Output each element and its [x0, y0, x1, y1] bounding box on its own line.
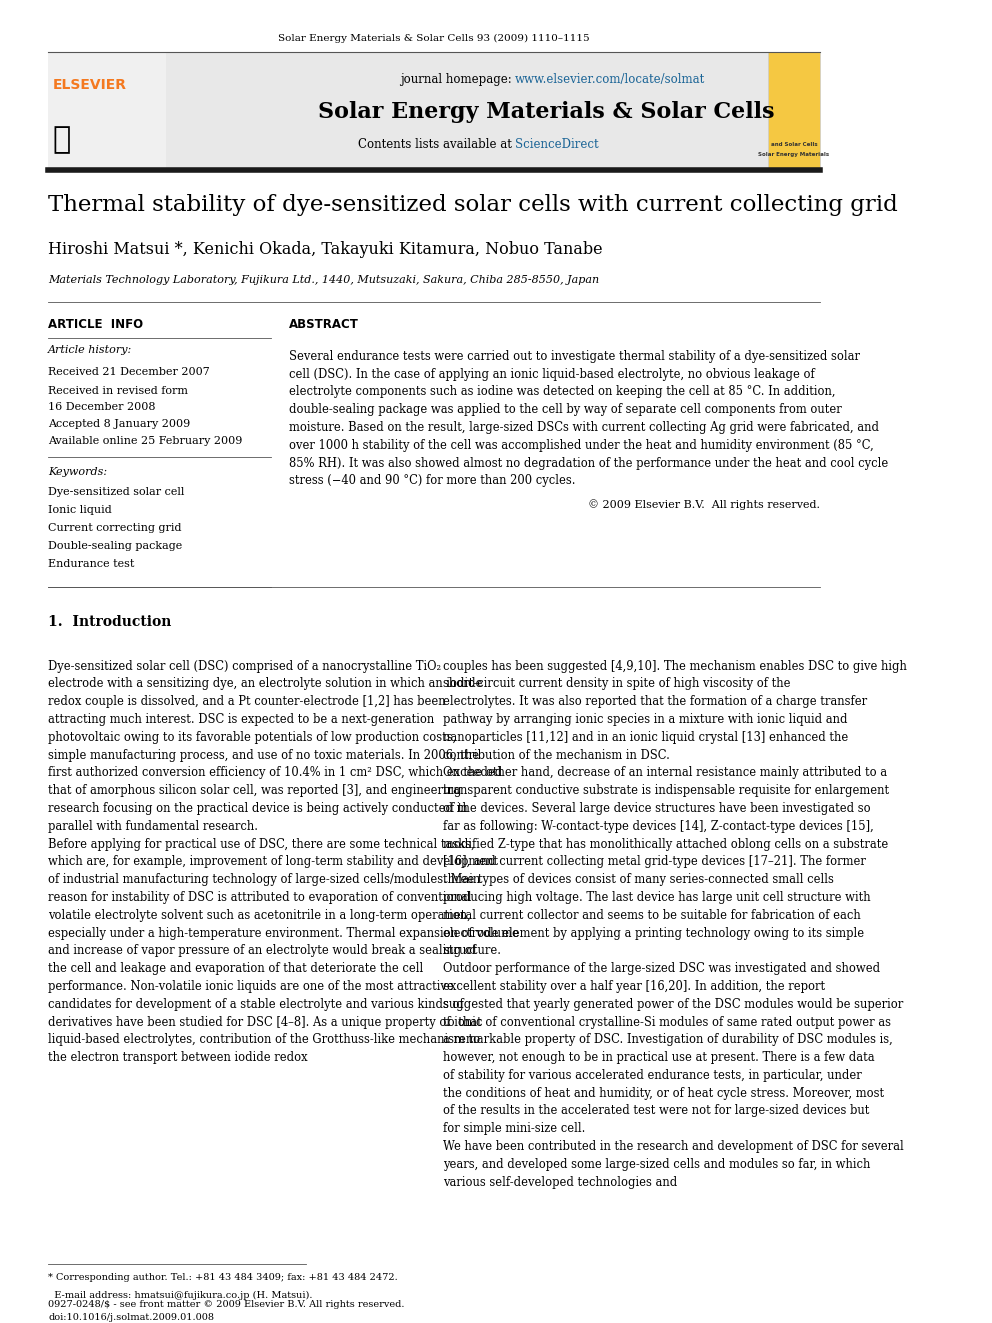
Text: electrolytes. It was also reported that the formation of a charge transfer: electrolytes. It was also reported that …	[443, 696, 867, 708]
Text: Dye-sensitized solar cell (DSC) comprised of a nanocrystalline TiO₂: Dye-sensitized solar cell (DSC) comprise…	[49, 660, 441, 672]
Text: photovoltaic owing to its favorable potentials of low production costs,: photovoltaic owing to its favorable pote…	[49, 730, 456, 744]
Text: derivatives have been studied for DSC [4–8]. As a unique property of ionic: derivatives have been studied for DSC [4…	[49, 1016, 482, 1028]
Text: Received in revised form: Received in revised form	[49, 386, 188, 396]
Text: Received 21 December 2007: Received 21 December 2007	[49, 366, 210, 377]
FancyBboxPatch shape	[768, 52, 820, 169]
Text: performance. Non-volatile ionic liquids are one of the most attractive: performance. Non-volatile ionic liquids …	[49, 980, 454, 994]
Text: double-sealing package was applied to the cell by way of separate cell component: double-sealing package was applied to th…	[289, 404, 841, 417]
Text: redox couple is dissolved, and a Pt counter-electrode [1,2] has been: redox couple is dissolved, and a Pt coun…	[49, 696, 445, 708]
Text: Current correcting grid: Current correcting grid	[49, 523, 182, 533]
Text: volatile electrolyte solvent such as acetonitrile in a long-term operation,: volatile electrolyte solvent such as ace…	[49, 909, 471, 922]
Text: especially under a high-temperature environment. Thermal expansion of volume: especially under a high-temperature envi…	[49, 926, 519, 939]
Text: Dye-sensitized solar cell: Dye-sensitized solar cell	[49, 487, 185, 496]
Text: pathway by arranging ionic species in a mixture with ionic liquid and: pathway by arranging ionic species in a …	[443, 713, 847, 726]
Text: nanoparticles [11,12] and in an ionic liquid crystal [13] enhanced the: nanoparticles [11,12] and in an ionic li…	[443, 730, 848, 744]
Text: to that of conventional crystalline-Si modules of same rated output power as: to that of conventional crystalline-Si m…	[443, 1016, 891, 1028]
Text: reason for instability of DSC is attributed to evaporation of conventional: reason for instability of DSC is attribu…	[49, 890, 471, 904]
Text: over 1000 h stability of the cell was accomplished under the heat and humidity e: over 1000 h stability of the cell was ac…	[289, 439, 874, 451]
Text: Thermal stability of dye-sensitized solar cells with current collecting grid: Thermal stability of dye-sensitized sola…	[49, 194, 898, 216]
Text: Solar Energy Materials & Solar Cells: Solar Energy Materials & Solar Cells	[317, 101, 774, 123]
Text: [16], and current collecting metal grid-type devices [17–21]. The former: [16], and current collecting metal grid-…	[443, 856, 866, 868]
Text: ABSTRACT: ABSTRACT	[289, 319, 359, 331]
Text: research focusing on the practical device is being actively conducted in: research focusing on the practical devic…	[49, 802, 468, 815]
Text: www.elsevier.com/locate/solmat: www.elsevier.com/locate/solmat	[515, 74, 705, 86]
Text: of industrial manufacturing technology of large-sized cells/modules. Main: of industrial manufacturing technology o…	[49, 873, 480, 886]
Text: Outdoor performance of the large-sized DSC was investigated and showed: Outdoor performance of the large-sized D…	[443, 962, 880, 975]
Text: doi:10.1016/j.solmat.2009.01.008: doi:10.1016/j.solmat.2009.01.008	[49, 1312, 214, 1322]
FancyBboxPatch shape	[49, 52, 167, 169]
Text: 1.  Introduction: 1. Introduction	[49, 615, 172, 628]
Text: parallel with fundamental research.: parallel with fundamental research.	[49, 820, 258, 832]
Text: On the other hand, decrease of an internal resistance mainly attributed to a: On the other hand, decrease of an intern…	[443, 766, 887, 779]
Text: of the results in the accelerated test were not for large-sized devices but: of the results in the accelerated test w…	[443, 1105, 869, 1118]
Text: the electron transport between iodide redox: the electron transport between iodide re…	[49, 1050, 308, 1064]
Text: 85% RH). It was also showed almost no degradation of the performance under the h: 85% RH). It was also showed almost no de…	[289, 456, 888, 470]
Text: ScienceDirect: ScienceDirect	[515, 139, 599, 151]
Text: far as following: W-contact-type devices [14], Z-contact-type devices [15],: far as following: W-contact-type devices…	[443, 820, 874, 832]
Text: structure.: structure.	[443, 945, 501, 958]
Text: Available online 25 February 2009: Available online 25 February 2009	[49, 435, 242, 446]
Text: simple manufacturing process, and use of no toxic materials. In 2006, the: simple manufacturing process, and use of…	[49, 749, 479, 762]
Text: liquid-based electrolytes, contribution of the Grotthuss-like mechanism to: liquid-based electrolytes, contribution …	[49, 1033, 480, 1046]
Text: producing high voltage. The last device has large unit cell structure with: producing high voltage. The last device …	[443, 890, 871, 904]
Text: Ionic liquid: Ionic liquid	[49, 505, 112, 515]
Text: excellent stability over a half year [16,20]. In addition, the report: excellent stability over a half year [16…	[443, 980, 825, 994]
Text: contribution of the mechanism in DSC.: contribution of the mechanism in DSC.	[443, 749, 670, 762]
Text: Solar Energy Materials: Solar Energy Materials	[759, 152, 829, 157]
Text: the cell and leakage and evaporation of that deteriorate the cell: the cell and leakage and evaporation of …	[49, 962, 424, 975]
Text: transparent conductive substrate is indispensable requisite for enlargement: transparent conductive substrate is indi…	[443, 785, 889, 798]
Text: 🌳: 🌳	[53, 124, 70, 153]
Text: We have been contributed in the research and development of DSC for several: We have been contributed in the research…	[443, 1140, 904, 1154]
Text: cell (DSC). In the case of applying an ionic liquid-based electrolyte, no obviou: cell (DSC). In the case of applying an i…	[289, 368, 814, 381]
Text: Double-sealing package: Double-sealing package	[49, 541, 183, 550]
Text: which are, for example, improvement of long-term stability and development: which are, for example, improvement of l…	[49, 856, 498, 868]
Text: that of amorphous silicon solar cell, was reported [3], and engineering: that of amorphous silicon solar cell, wa…	[49, 785, 461, 798]
Text: Solar Energy Materials & Solar Cells 93 (2009) 1110–1115: Solar Energy Materials & Solar Cells 93 …	[279, 33, 590, 42]
Text: electrode with a sensitizing dye, an electrolyte solution in which an iodide: electrode with a sensitizing dye, an ele…	[49, 677, 483, 691]
Text: Keywords:: Keywords:	[49, 467, 107, 476]
Text: first authorized conversion efficiency of 10.4% in 1 cm² DSC, which exceeded: first authorized conversion efficiency o…	[49, 766, 502, 779]
Text: years, and developed some large-sized cells and modules so far, in which: years, and developed some large-sized ce…	[443, 1158, 870, 1171]
Text: suggested that yearly generated power of the DSC modules would be superior: suggested that yearly generated power of…	[443, 998, 904, 1011]
Text: of stability for various accelerated endurance tests, in particular, under: of stability for various accelerated end…	[443, 1069, 862, 1082]
Text: three types of devices consist of many series-connected small cells: three types of devices consist of many s…	[443, 873, 834, 886]
Text: and increase of vapor pressure of an electrolyte would break a sealing of: and increase of vapor pressure of an ele…	[49, 945, 476, 958]
Text: Endurance test: Endurance test	[49, 558, 135, 569]
Text: short-circuit current density in spite of high viscosity of the: short-circuit current density in spite o…	[443, 677, 791, 691]
Text: for simple mini-size cell.: for simple mini-size cell.	[443, 1122, 585, 1135]
Text: couples has been suggested [4,9,10]. The mechanism enables DSC to give high: couples has been suggested [4,9,10]. The…	[443, 660, 907, 672]
Text: E-mail address: hmatsui@fujikura.co.jp (H. Matsui).: E-mail address: hmatsui@fujikura.co.jp (…	[49, 1291, 312, 1301]
Text: Several endurance tests were carried out to investigate thermal stability of a d: Several endurance tests were carried out…	[289, 349, 860, 363]
Text: and Solar Cells: and Solar Cells	[771, 143, 817, 147]
Text: Contents lists available at: Contents lists available at	[357, 139, 515, 151]
Text: * Corresponding author. Tel.: +81 43 484 3409; fax: +81 43 484 2472.: * Corresponding author. Tel.: +81 43 484…	[49, 1273, 398, 1282]
Text: however, not enough to be in practical use at present. There is a few data: however, not enough to be in practical u…	[443, 1050, 875, 1064]
Text: ELSEVIER: ELSEVIER	[53, 78, 127, 93]
Text: moisture. Based on the result, large-sized DSCs with current collecting Ag grid : moisture. Based on the result, large-siz…	[289, 421, 879, 434]
Text: a remarkable property of DSC. Investigation of durability of DSC modules is,: a remarkable property of DSC. Investigat…	[443, 1033, 893, 1046]
Text: Before applying for practical use of DSC, there are some technical tasks,: Before applying for practical use of DSC…	[49, 837, 475, 851]
Text: stress (−40 and 90 °C) for more than 200 cycles.: stress (−40 and 90 °C) for more than 200…	[289, 475, 575, 487]
Text: journal homepage:: journal homepage:	[400, 74, 515, 86]
Text: of the devices. Several large device structures have been investigated so: of the devices. Several large device str…	[443, 802, 871, 815]
Text: the conditions of heat and humidity, or of heat cycle stress. Moreover, most: the conditions of heat and humidity, or …	[443, 1086, 884, 1099]
Text: ARTICLE  INFO: ARTICLE INFO	[49, 319, 143, 331]
Text: electrode element by applying a printing technology owing to its simple: electrode element by applying a printing…	[443, 926, 864, 939]
Text: electrolyte components such as iodine was detected on keeping the cell at 85 °C.: electrolyte components such as iodine wa…	[289, 385, 835, 398]
Text: Article history:: Article history:	[49, 345, 132, 355]
Text: Materials Technology Laboratory, Fujikura Ltd., 1440, Mutsuzaki, Sakura, Chiba 2: Materials Technology Laboratory, Fujikur…	[49, 275, 599, 284]
Text: 0927-0248/$ - see front matter © 2009 Elsevier B.V. All rights reserved.: 0927-0248/$ - see front matter © 2009 El…	[49, 1301, 405, 1308]
Text: Accepted 8 January 2009: Accepted 8 January 2009	[49, 419, 190, 429]
Text: 16 December 2008: 16 December 2008	[49, 402, 156, 411]
Text: © 2009 Elsevier B.V.  All rights reserved.: © 2009 Elsevier B.V. All rights reserved…	[588, 499, 820, 509]
Text: attracting much interest. DSC is expected to be a next-generation: attracting much interest. DSC is expecte…	[49, 713, 434, 726]
Text: candidates for development of a stable electrolyte and various kinds of: candidates for development of a stable e…	[49, 998, 464, 1011]
FancyBboxPatch shape	[49, 52, 820, 169]
Text: Hiroshi Matsui *, Kenichi Okada, Takayuki Kitamura, Nobuo Tanabe: Hiroshi Matsui *, Kenichi Okada, Takayuk…	[49, 241, 603, 258]
Text: metal current collector and seems to be suitable for fabrication of each: metal current collector and seems to be …	[443, 909, 861, 922]
Text: modified Z-type that has monolithically attached oblong cells on a substrate: modified Z-type that has monolithically …	[443, 837, 888, 851]
Text: various self-developed technologies and: various self-developed technologies and	[443, 1176, 678, 1188]
